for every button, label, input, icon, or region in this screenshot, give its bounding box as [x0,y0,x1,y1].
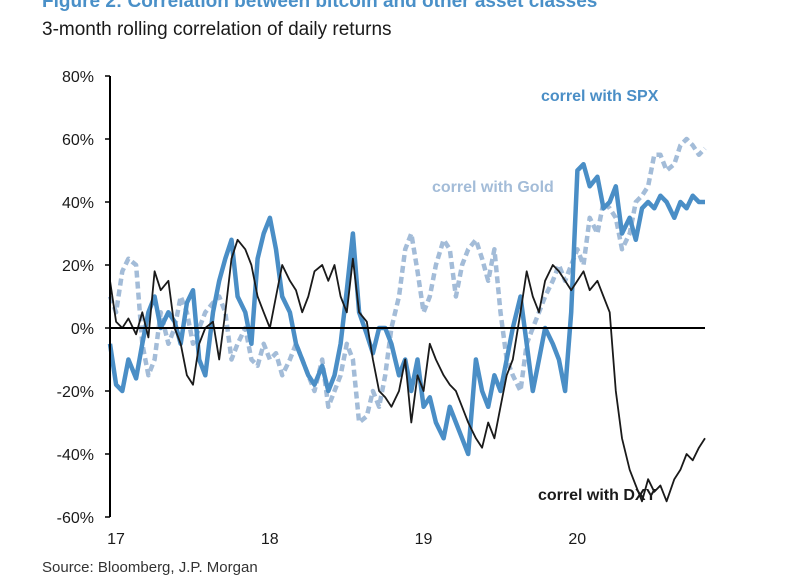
source-note: Source: Bloomberg, J.P. Morgan [42,559,258,576]
y-tick-label: 20% [62,258,94,275]
y-tick-labels: 80% 60% 40% 20% 0% -20% -40% -60% [57,69,110,527]
y-tick-label: 40% [62,195,94,212]
y-tick-label: 60% [62,132,94,149]
y-tick-label: -20% [57,384,94,401]
chart-title: Figure 2: Correlation between bitcoin an… [42,0,598,12]
x-tick-label: 19 [415,531,433,548]
series-line-spx [107,161,705,457]
x-tick-label: 17 [107,531,125,548]
chart-subtitle: 3-month rolling correlation of daily ret… [42,19,392,40]
x-tick-label: 20 [568,531,586,548]
x-tick-labels: 17 18 19 20 [107,531,586,548]
series-line-dxy [109,238,706,503]
label-correl-with-gold: correl with Gold [432,179,554,196]
axis-layer [109,76,705,517]
y-tick-label: -60% [57,510,94,527]
y-tick-label: 80% [62,69,94,86]
series-layer [107,136,707,503]
x-tick-label: 18 [261,531,279,548]
label-correl-with-spx: correl with SPX [541,88,659,105]
series-labels: correl with SPX correl with Gold correl … [432,88,659,504]
y-tick-label: -40% [57,447,94,464]
y-tick-label: 0% [71,321,94,338]
label-correl-with-dxy: correl with DXY [538,487,657,504]
